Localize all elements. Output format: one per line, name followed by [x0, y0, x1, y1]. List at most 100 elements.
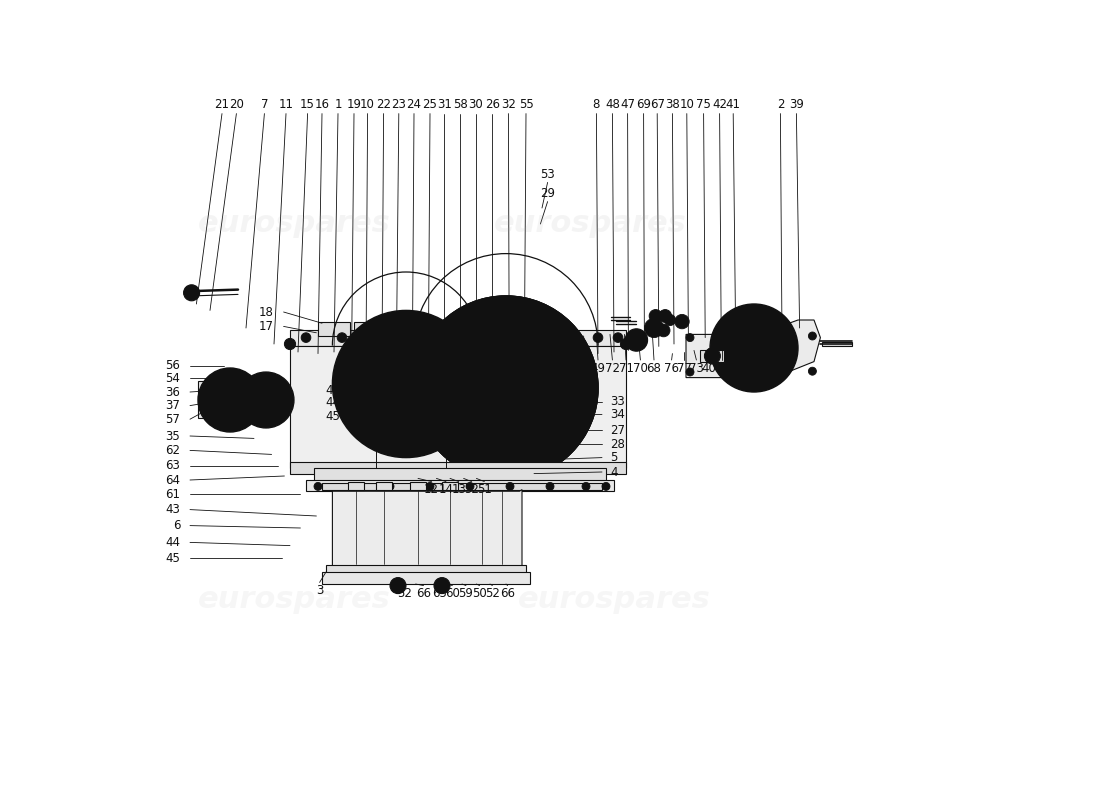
Circle shape	[704, 348, 720, 364]
Polygon shape	[322, 483, 602, 490]
Text: eurospares: eurospares	[198, 210, 390, 238]
Text: 15: 15	[300, 98, 315, 110]
Text: eurospares: eurospares	[198, 586, 390, 614]
Circle shape	[198, 368, 262, 432]
Text: 44: 44	[326, 396, 340, 409]
Circle shape	[332, 310, 480, 458]
Circle shape	[414, 296, 598, 480]
Text: 77: 77	[676, 362, 692, 374]
Text: 41: 41	[726, 98, 740, 110]
Circle shape	[553, 333, 563, 342]
Text: 2: 2	[777, 98, 784, 110]
Text: 20: 20	[229, 98, 244, 110]
Polygon shape	[354, 322, 386, 336]
Circle shape	[390, 578, 406, 594]
Polygon shape	[290, 330, 626, 346]
Polygon shape	[306, 480, 614, 491]
Polygon shape	[322, 572, 530, 584]
Circle shape	[301, 333, 311, 342]
Text: 36: 36	[165, 386, 180, 398]
Text: 16: 16	[315, 98, 330, 110]
Polygon shape	[290, 462, 626, 474]
Text: 32: 32	[500, 98, 516, 110]
Text: 33: 33	[610, 395, 625, 408]
Text: 56: 56	[165, 359, 180, 372]
Circle shape	[434, 578, 450, 594]
Circle shape	[736, 330, 771, 366]
Text: 28: 28	[610, 438, 625, 450]
Text: 64: 64	[165, 474, 180, 486]
Circle shape	[426, 482, 434, 490]
Text: 12: 12	[425, 483, 439, 496]
Text: 4: 4	[610, 466, 617, 478]
Circle shape	[724, 318, 784, 378]
Text: 76: 76	[664, 362, 679, 374]
Circle shape	[350, 482, 358, 490]
Text: 48: 48	[605, 98, 619, 110]
Circle shape	[686, 368, 694, 376]
Text: 27: 27	[610, 424, 625, 437]
Circle shape	[593, 333, 603, 342]
Polygon shape	[314, 468, 606, 482]
Text: 43: 43	[326, 384, 340, 397]
Text: 37: 37	[165, 399, 180, 412]
Text: 19: 19	[346, 98, 362, 110]
Text: 24: 24	[407, 98, 421, 110]
Circle shape	[710, 304, 798, 392]
Text: 49: 49	[591, 362, 605, 374]
Circle shape	[202, 389, 213, 400]
Text: 78: 78	[536, 362, 551, 374]
Text: 60: 60	[446, 587, 460, 600]
Text: 31: 31	[437, 98, 452, 110]
Circle shape	[461, 333, 471, 342]
Text: 23: 23	[392, 98, 406, 110]
Text: 6: 6	[173, 519, 180, 532]
Text: 63: 63	[165, 459, 180, 472]
Circle shape	[438, 320, 574, 456]
Text: 45: 45	[326, 410, 340, 422]
Text: 54: 54	[165, 372, 180, 385]
Text: 7: 7	[261, 98, 268, 110]
Text: eurospares: eurospares	[518, 586, 711, 614]
Text: 10: 10	[360, 98, 375, 110]
Circle shape	[582, 482, 590, 490]
Circle shape	[808, 367, 816, 375]
Text: 65: 65	[432, 587, 447, 600]
Circle shape	[421, 333, 431, 342]
Text: 26: 26	[485, 98, 499, 110]
Text: 10: 10	[680, 98, 694, 110]
Text: 53: 53	[540, 168, 556, 181]
Text: 52: 52	[397, 587, 411, 600]
Text: 72: 72	[605, 362, 620, 374]
Circle shape	[246, 381, 285, 419]
Circle shape	[184, 285, 199, 301]
Polygon shape	[375, 482, 392, 490]
Text: 5: 5	[610, 451, 617, 464]
Text: 45: 45	[165, 552, 180, 565]
Text: 52: 52	[485, 587, 499, 600]
Polygon shape	[701, 350, 725, 362]
Text: 17: 17	[258, 320, 274, 333]
Polygon shape	[442, 482, 458, 490]
Circle shape	[373, 350, 440, 418]
Text: 43: 43	[165, 503, 180, 516]
Polygon shape	[386, 322, 418, 336]
Circle shape	[546, 482, 554, 490]
Text: eurospares: eurospares	[494, 210, 686, 238]
Text: 74: 74	[715, 362, 729, 374]
Circle shape	[466, 482, 474, 490]
Text: 46: 46	[564, 362, 579, 374]
Circle shape	[338, 333, 346, 342]
Text: 21: 21	[214, 98, 230, 110]
Polygon shape	[318, 322, 350, 336]
Text: 29: 29	[540, 187, 556, 200]
Text: 75: 75	[696, 98, 711, 110]
Polygon shape	[349, 482, 364, 490]
Text: 50: 50	[472, 587, 487, 600]
Text: 40: 40	[701, 362, 716, 374]
Polygon shape	[198, 381, 268, 418]
Text: 61: 61	[165, 488, 180, 501]
Circle shape	[206, 376, 254, 424]
Circle shape	[659, 310, 672, 322]
Text: 73: 73	[689, 362, 704, 374]
